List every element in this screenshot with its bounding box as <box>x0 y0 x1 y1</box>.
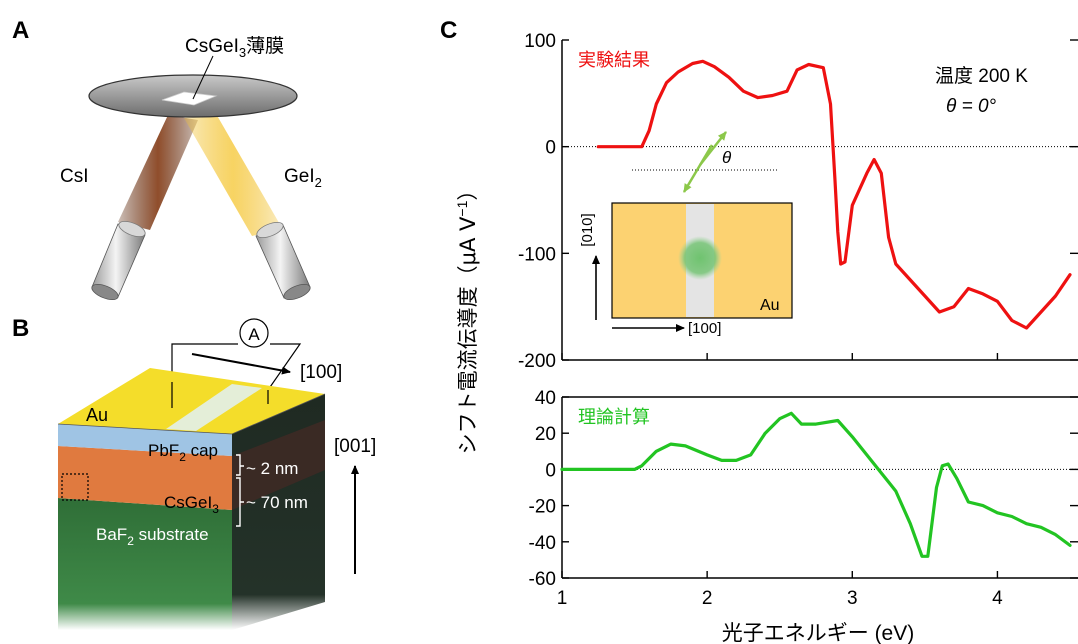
panel-a-label: A <box>12 17 29 44</box>
gei-source-label: GeI2 <box>284 166 322 190</box>
cap-thickness-bracket <box>236 454 244 476</box>
x-tick-label: 3 <box>847 588 858 609</box>
inset-au-label: Au <box>760 297 780 314</box>
csi-beam <box>118 115 198 230</box>
x-tick-label: 1 <box>557 588 568 609</box>
experiment-plot: -200 -100 0 100 <box>518 31 1078 372</box>
experiment-y-tick-label: 100 <box>524 31 556 52</box>
ammeter-label: A <box>248 325 260 344</box>
thin-film-sample <box>161 91 218 106</box>
film-leader-line <box>192 55 214 100</box>
theory-y-tick-label: -40 <box>529 533 556 554</box>
gold-top-face <box>58 368 325 434</box>
electrode-gap <box>166 384 262 431</box>
experiment-series-line <box>596 59 1072 330</box>
substrate-label: BaF2 substrate <box>96 525 209 548</box>
inset-100-label: [100] <box>688 320 721 337</box>
theory-series-label: 理論計算 <box>578 407 650 427</box>
experiment-y-tick-label: -200 <box>518 351 556 372</box>
y-axis-label: シフト電流伝導度（μA V−1） <box>454 180 480 455</box>
polarization-arrow-up <box>699 131 727 166</box>
theory-y-tick-label: 0 <box>545 460 556 481</box>
theory-y-tick-label: 40 <box>535 388 556 409</box>
film-layer-front <box>58 446 232 510</box>
temperature-label: 温度 200 K <box>935 65 1028 87</box>
ammeter-wire <box>171 343 238 382</box>
inset-theta-label: θ <box>722 148 732 167</box>
film-layer-label: CsGeI3 <box>164 493 219 516</box>
angle-label: θ = 0° <box>946 96 997 117</box>
cap-label: PbF2 cap <box>148 441 218 464</box>
polarization-arrow <box>682 144 714 193</box>
dotted-region-box <box>61 473 89 501</box>
x-tick-label: 4 <box>992 588 1003 609</box>
theory-series-line <box>560 411 1072 558</box>
right-side-film <box>232 420 325 510</box>
arrow-100 <box>191 353 291 375</box>
theory-plot: -60 -40 -20 0 20 40 1 2 3 4 <box>529 388 1078 609</box>
panel-c-label: C <box>440 17 457 44</box>
panel-b-label: B <box>12 315 29 342</box>
film-thickness-bracket <box>236 477 244 527</box>
x-axis-label: 光子エネルギー (eV) <box>722 622 915 644</box>
csi-source-label: CsI <box>60 166 89 187</box>
theory-y-tick-label: -60 <box>529 569 556 590</box>
gei-source-cylinder <box>255 221 311 301</box>
ammeter-symbol <box>239 318 269 348</box>
electrode-label: Au <box>86 405 108 425</box>
theory-y-tick-label: 20 <box>535 424 556 445</box>
experiment-y-tick-label: -100 <box>518 244 556 265</box>
csi-source-cylinder <box>91 220 146 301</box>
gei-beam <box>184 112 282 236</box>
cap-layer-front <box>58 424 232 456</box>
x-tick-label: 2 <box>702 588 713 609</box>
ammeter-wire-right <box>267 343 302 391</box>
inset-010-label: [010] <box>579 213 596 246</box>
experiment-y-tick-label: 0 <box>545 138 556 159</box>
film-label: CsGeI3薄膜 <box>185 35 284 60</box>
cap-thickness-label: ~ 2 nm <box>246 459 298 478</box>
box-edge <box>57 393 326 435</box>
substrate-front <box>58 498 232 630</box>
panel-b: B A [100] Au PbF2 cap CsGeI3 BaF2 substr… <box>12 315 376 630</box>
dir-100-label: [100] <box>300 362 342 383</box>
panel-a: A CsGeI3薄膜 CsI GeI2 <box>12 17 322 301</box>
experiment-series-label: 実験結果 <box>578 50 650 70</box>
dir-001-label: [001] <box>334 436 376 457</box>
polarization-inset: θ Au [010] [100] <box>579 131 793 337</box>
laser-spot <box>678 236 722 280</box>
theory-y-tick-label: -20 <box>529 497 556 518</box>
film-thickness-label: ~ 70 nm <box>246 493 308 512</box>
